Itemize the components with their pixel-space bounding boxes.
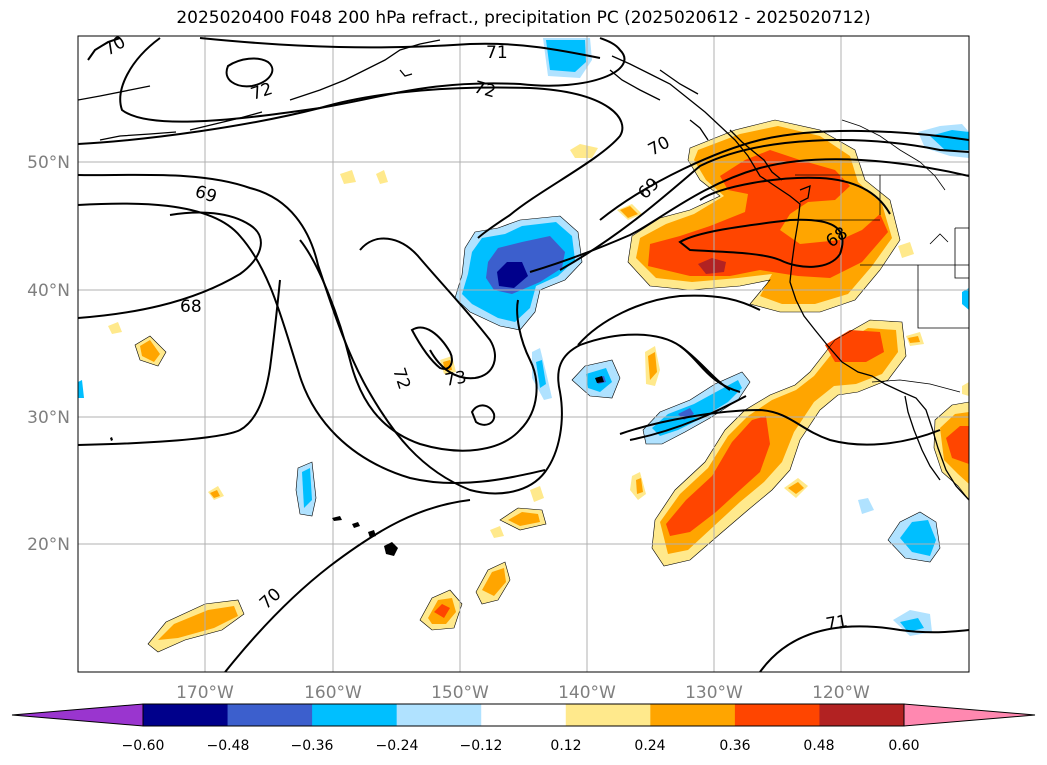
colorbar-tick-label: 0.12 — [550, 738, 581, 754]
colorbar-border — [142, 703, 905, 727]
lat-tick-label: 50°N — [27, 153, 70, 173]
contour-label: 73 — [443, 367, 468, 390]
lon-tick-label: 120°W — [812, 683, 870, 703]
colorbar-cell — [565, 704, 651, 726]
contour-label: 68 — [180, 297, 202, 317]
contour-label: 71 — [486, 43, 508, 63]
lat-tick-label: 30°N — [27, 408, 70, 428]
lon-tick-label: 150°W — [431, 683, 489, 703]
positive-shading — [108, 120, 969, 652]
lat-tick-label: 20°N — [27, 535, 70, 555]
colorbar-cell — [312, 704, 398, 726]
latitude-ticks: 50°N 40°N 30°N 20°N — [27, 153, 70, 555]
map-border — [77, 35, 970, 673]
colorbar-tick-label: 0.48 — [803, 738, 834, 754]
longitude-ticks: 170°W 160°W 150°W 140°W 130°W 120°W — [176, 683, 870, 703]
colorbar-tick-label: 0.24 — [634, 738, 665, 754]
colorbar-tick-label: −0.12 — [460, 738, 503, 754]
lon-tick-label: 170°W — [176, 683, 234, 703]
lon-tick-label: 130°W — [685, 683, 743, 703]
coastlines — [78, 39, 969, 501]
colorbar-cell — [734, 704, 820, 726]
lat-tick-label: 40°N — [27, 281, 70, 301]
colorbar-cell — [481, 704, 567, 726]
colorbar-tick-label: 0.36 — [719, 738, 750, 754]
colorbar-tick-label: −0.60 — [122, 738, 165, 754]
contour-label: 71 — [824, 611, 849, 634]
colorbar-tick-labels: −0.60 −0.48 −0.36 −0.24 −0.12 0.12 0.24 … — [122, 738, 920, 754]
colorbar-cells — [11, 703, 1036, 727]
colorbar-cell — [650, 704, 736, 726]
colorbar-extend-high — [903, 703, 1036, 727]
colorbar-cell — [143, 704, 229, 726]
colorbar: −0.60 −0.48 −0.36 −0.24 −0.12 0.12 0.24 … — [11, 703, 1036, 754]
colorbar-cell — [396, 704, 482, 726]
colorbar-cell — [227, 704, 313, 726]
map-title: 2025020400 F048 200 hPa refract., precip… — [176, 8, 871, 28]
colorbar-tick-label: −0.36 — [291, 738, 334, 754]
refractivity-contours — [78, 37, 969, 672]
lon-tick-label: 140°W — [558, 683, 616, 703]
colorbar-tick-label: −0.48 — [207, 738, 250, 754]
colorbar-extend-low — [11, 703, 144, 727]
colorbar-cell — [819, 704, 905, 726]
colorbar-tick-label: −0.24 — [376, 738, 419, 754]
islands — [110, 376, 604, 556]
colorbar-tick-label: 0.60 — [888, 738, 919, 754]
map-content — [78, 36, 969, 672]
graticule — [78, 36, 969, 672]
lon-tick-label: 160°W — [304, 683, 362, 703]
